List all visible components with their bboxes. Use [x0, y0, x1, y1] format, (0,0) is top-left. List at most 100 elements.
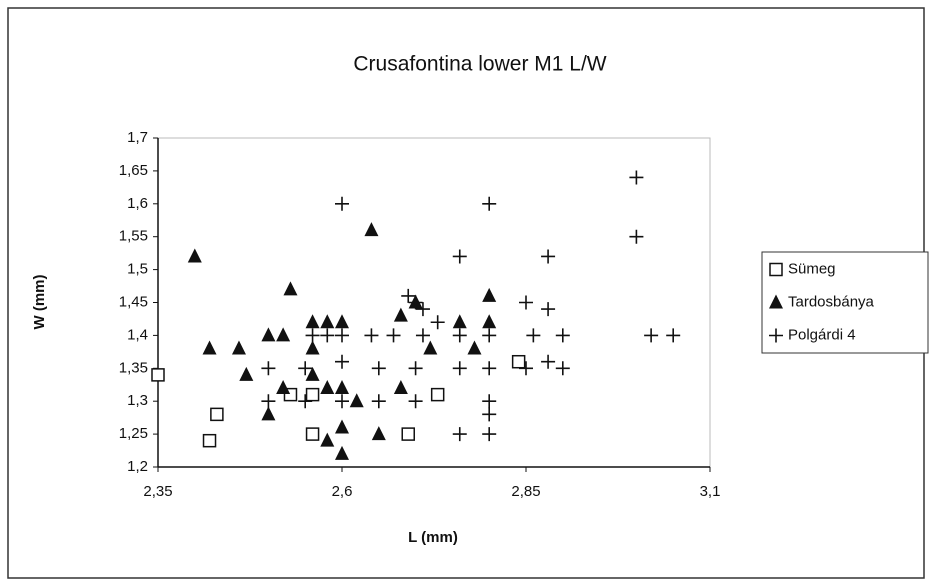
- point: [555, 328, 570, 343]
- y-tick-label: 1,5: [127, 261, 148, 278]
- point: [393, 307, 408, 322]
- x-tick-label: 3,1: [700, 483, 721, 500]
- point: [210, 407, 224, 422]
- legend-marker: [769, 294, 783, 309]
- point: [261, 327, 276, 342]
- y-tick-label: 1,45: [119, 293, 148, 310]
- point: [305, 314, 320, 329]
- y-tick-label: 1,35: [119, 359, 148, 376]
- x-axis-label: L (mm): [408, 529, 458, 546]
- point: [335, 354, 349, 369]
- point: [541, 249, 556, 264]
- point: [335, 394, 349, 409]
- legend-label: Sümeg: [788, 260, 836, 277]
- point: [401, 427, 415, 441]
- point: [629, 170, 644, 185]
- point: [349, 393, 364, 408]
- point: [298, 394, 313, 409]
- point: [430, 315, 445, 330]
- point: [541, 354, 556, 369]
- y-tick-label: 1,25: [119, 425, 148, 442]
- point: [526, 328, 541, 343]
- point: [386, 328, 401, 343]
- point: [452, 328, 467, 343]
- plot-area: [157, 137, 711, 468]
- point: [335, 419, 349, 434]
- point: [335, 328, 349, 343]
- point: [408, 361, 423, 376]
- chart-title: Crusafontina lower M1 L/W: [353, 53, 606, 76]
- point: [202, 433, 217, 448]
- legend-marker: [769, 328, 783, 343]
- y-tick-label: 1,65: [119, 162, 148, 179]
- point: [335, 196, 349, 211]
- point: [482, 196, 497, 211]
- point: [202, 340, 217, 355]
- point: [408, 295, 423, 310]
- point: [239, 366, 254, 381]
- point: [276, 327, 291, 342]
- point: [423, 340, 438, 355]
- point: [666, 328, 681, 343]
- point: [467, 340, 482, 355]
- point: [305, 427, 320, 441]
- point: [364, 328, 379, 343]
- point: [408, 394, 423, 409]
- point: [511, 354, 526, 369]
- point: [231, 340, 246, 355]
- point: [415, 302, 430, 317]
- point: [371, 394, 386, 409]
- point: [298, 361, 313, 376]
- point: [482, 361, 497, 376]
- point: [283, 281, 298, 296]
- point: [261, 406, 276, 421]
- point: [452, 361, 467, 376]
- x-tick-label: 2,35: [143, 483, 172, 500]
- point: [644, 328, 659, 343]
- point: [482, 407, 497, 422]
- point: [320, 432, 335, 447]
- y-tick-label: 1,3: [127, 392, 148, 409]
- point: [519, 361, 533, 376]
- x-tick-label: 2,6: [332, 483, 353, 500]
- y-tick-label: 1,55: [119, 228, 148, 245]
- point: [335, 380, 349, 395]
- point: [305, 340, 320, 355]
- point: [629, 229, 644, 244]
- point: [482, 394, 497, 409]
- y-tick-label: 1,4: [127, 326, 148, 343]
- legend-marker: [769, 262, 783, 277]
- point: [415, 328, 430, 343]
- point: [261, 394, 276, 409]
- x-tick-label: 2,85: [511, 483, 540, 500]
- point: [555, 361, 570, 376]
- point: [393, 380, 408, 395]
- point: [335, 445, 349, 460]
- point: [401, 288, 416, 303]
- point: [261, 361, 276, 376]
- point: [541, 302, 556, 317]
- point: [482, 314, 497, 329]
- point: [452, 427, 467, 442]
- y-tick-label: 1,7: [127, 129, 148, 146]
- y-tick-label: 1,2: [127, 458, 148, 475]
- y-tick-label: 1,6: [127, 195, 148, 212]
- point: [305, 387, 320, 402]
- point: [305, 328, 320, 343]
- point: [482, 287, 497, 302]
- point: [519, 295, 533, 310]
- point: [320, 380, 335, 395]
- point: [371, 426, 386, 441]
- point: [364, 222, 379, 237]
- point: [305, 366, 320, 381]
- point: [320, 314, 335, 329]
- point: [276, 380, 291, 395]
- point: [320, 328, 335, 343]
- point: [452, 249, 467, 264]
- legend-label: Polgárdi 4: [788, 326, 856, 343]
- point: [371, 361, 386, 376]
- point: [151, 368, 165, 382]
- point: [187, 248, 202, 263]
- y-axis-label: W (mm): [31, 275, 48, 330]
- point: [452, 314, 467, 329]
